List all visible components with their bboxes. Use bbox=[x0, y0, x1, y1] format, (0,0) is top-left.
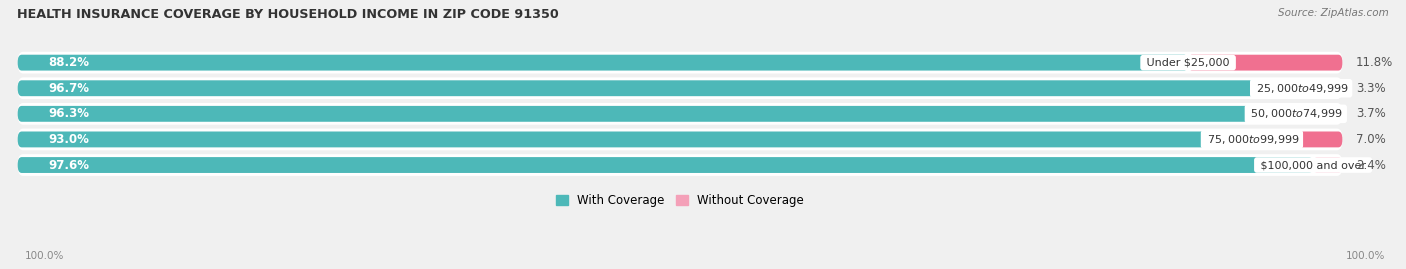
FancyBboxPatch shape bbox=[18, 106, 1296, 122]
Text: 2.4%: 2.4% bbox=[1355, 158, 1385, 172]
Text: $25,000 to $49,999: $25,000 to $49,999 bbox=[1253, 82, 1350, 95]
FancyBboxPatch shape bbox=[1301, 80, 1343, 96]
Text: $75,000 to $99,999: $75,000 to $99,999 bbox=[1204, 133, 1301, 146]
FancyBboxPatch shape bbox=[18, 77, 1343, 99]
FancyBboxPatch shape bbox=[18, 154, 1343, 176]
FancyBboxPatch shape bbox=[18, 103, 1343, 125]
Text: $100,000 and over: $100,000 and over bbox=[1257, 160, 1369, 170]
Text: 97.6%: 97.6% bbox=[48, 158, 89, 172]
Text: Source: ZipAtlas.com: Source: ZipAtlas.com bbox=[1278, 8, 1389, 18]
Text: 96.3%: 96.3% bbox=[48, 107, 89, 120]
Text: 96.7%: 96.7% bbox=[48, 82, 89, 95]
FancyBboxPatch shape bbox=[18, 157, 1313, 173]
Text: 11.8%: 11.8% bbox=[1355, 56, 1393, 69]
Legend: With Coverage, Without Coverage: With Coverage, Without Coverage bbox=[551, 189, 808, 212]
Text: HEALTH INSURANCE COVERAGE BY HOUSEHOLD INCOME IN ZIP CODE 91350: HEALTH INSURANCE COVERAGE BY HOUSEHOLD I… bbox=[17, 8, 558, 21]
Text: 3.7%: 3.7% bbox=[1355, 107, 1385, 120]
Text: 100.0%: 100.0% bbox=[1346, 251, 1385, 261]
Text: 7.0%: 7.0% bbox=[1355, 133, 1385, 146]
Text: 93.0%: 93.0% bbox=[48, 133, 89, 146]
FancyBboxPatch shape bbox=[18, 55, 1188, 70]
Text: Under $25,000: Under $25,000 bbox=[1143, 58, 1233, 68]
FancyBboxPatch shape bbox=[1296, 106, 1343, 122]
FancyBboxPatch shape bbox=[1313, 157, 1343, 173]
FancyBboxPatch shape bbox=[1251, 132, 1343, 147]
Text: 3.3%: 3.3% bbox=[1355, 82, 1385, 95]
Text: $50,000 to $74,999: $50,000 to $74,999 bbox=[1247, 107, 1344, 120]
FancyBboxPatch shape bbox=[18, 52, 1343, 73]
FancyBboxPatch shape bbox=[18, 132, 1251, 147]
FancyBboxPatch shape bbox=[1188, 55, 1343, 70]
FancyBboxPatch shape bbox=[18, 129, 1343, 150]
Text: 88.2%: 88.2% bbox=[48, 56, 89, 69]
Text: 100.0%: 100.0% bbox=[25, 251, 65, 261]
FancyBboxPatch shape bbox=[18, 80, 1301, 96]
